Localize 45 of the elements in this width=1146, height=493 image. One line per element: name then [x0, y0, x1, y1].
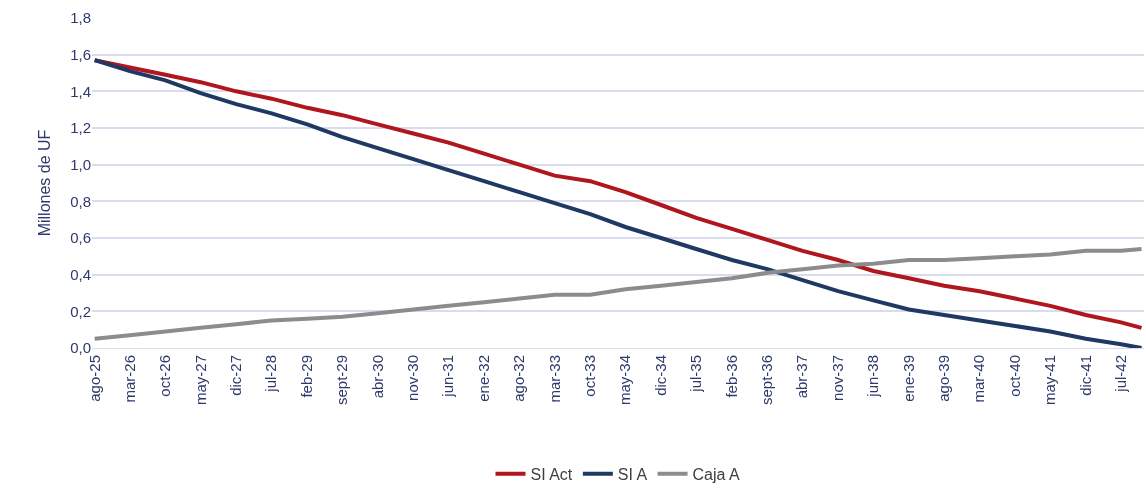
x-tick-label: dic-41 [1076, 355, 1094, 396]
legend-label: Caja A [692, 466, 740, 484]
x-tick-label: ago-39 [935, 355, 953, 402]
y-tick-label: 0,4 [70, 265, 91, 283]
x-tick-label: oct-33 [581, 355, 599, 397]
y-tick-label: 0,8 [70, 192, 91, 210]
x-tick-label: feb-29 [298, 355, 316, 398]
legend-label: SI A [617, 466, 648, 484]
y-tick-label: 1,8 [70, 9, 91, 27]
x-tick-label: may-27 [191, 355, 209, 406]
x-tick-label: nov-30 [404, 355, 422, 401]
x-tick-label: ago-25 [85, 355, 103, 402]
x-tick-label: oct-40 [1005, 355, 1023, 397]
x-tick-label: abr-37 [793, 355, 811, 399]
y-tick-label: 0,2 [70, 302, 91, 320]
x-tick-label: nov-37 [829, 355, 847, 401]
x-tick-label: ago-32 [510, 355, 528, 402]
x-tick-label: jun-38 [864, 355, 882, 398]
x-tick-label: mar-33 [545, 355, 563, 403]
x-tick-label: may-34 [616, 355, 634, 406]
y-tick-label: 1,6 [70, 45, 91, 63]
x-tick-label: sept-36 [758, 355, 776, 406]
x-tick-label: ene-39 [899, 355, 917, 402]
x-tick-label: jul-35 [687, 355, 705, 393]
x-tick-label: jul-42 [1111, 355, 1129, 393]
y-tick-label: 1,2 [70, 119, 91, 137]
x-tick-label: dic-34 [651, 355, 669, 396]
x-tick-label: dic-27 [227, 355, 245, 396]
y-tick-label: 0,6 [70, 229, 91, 247]
x-tick-label: jun-31 [439, 355, 457, 398]
legend-label: SI Act [530, 466, 573, 484]
x-tick-label: mar-40 [970, 355, 988, 403]
x-tick-label: sept-29 [333, 355, 351, 406]
x-tick-label: may-41 [1041, 355, 1059, 406]
x-tick-label: abr-30 [368, 355, 386, 399]
x-tick-label: ene-32 [474, 355, 492, 402]
x-tick-label: mar-26 [120, 355, 138, 403]
x-tick-label: oct-26 [156, 355, 174, 397]
y-tick-label: 0,0 [70, 339, 91, 357]
y-tick-label: 1,4 [70, 82, 91, 100]
line-series [92, 247, 1144, 341]
y-axis-title: Millones de UF [36, 129, 54, 237]
x-tick-label: feb-36 [722, 355, 740, 398]
y-tick-label: 1,0 [70, 155, 91, 173]
x-tick-label: jul-28 [262, 355, 280, 393]
